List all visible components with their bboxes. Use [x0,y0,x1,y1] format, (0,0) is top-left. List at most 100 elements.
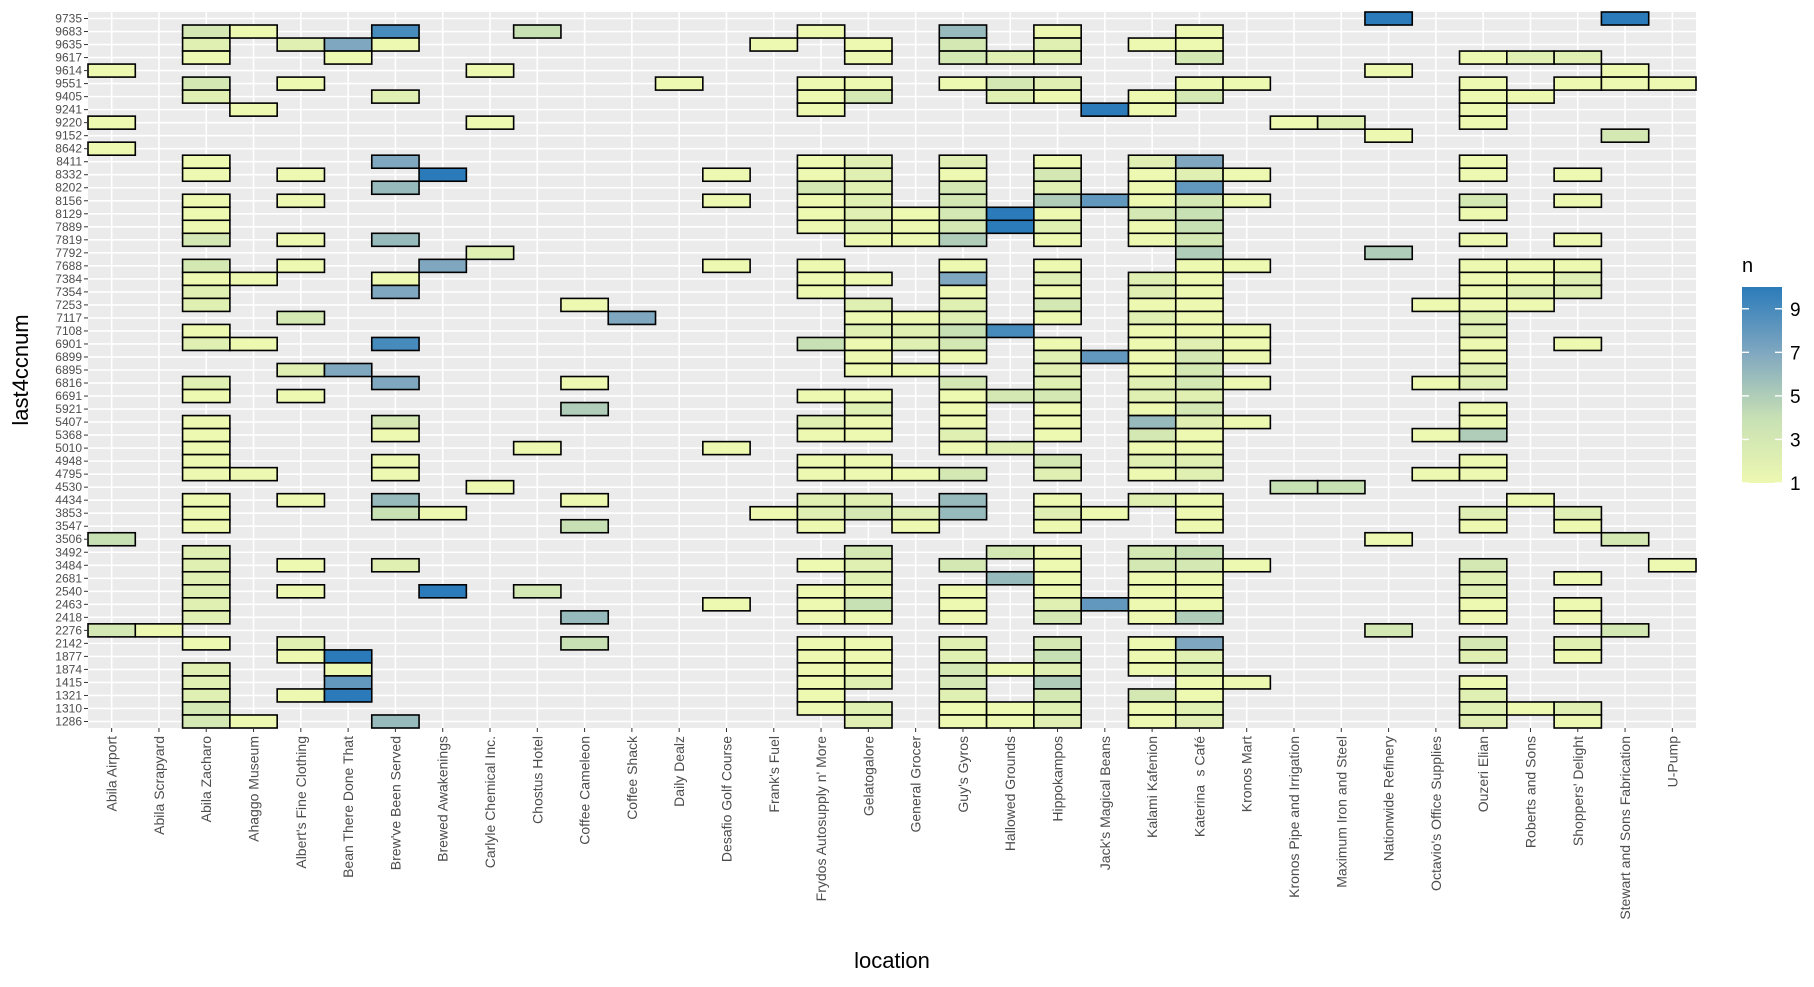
heatmap-tile [1458,505,1508,521]
heatmap-tile [796,453,846,469]
heatmap-tile [1174,232,1224,248]
heatmap-tile [1127,557,1177,573]
heatmap-tile [1033,636,1082,651]
heatmap-tile [938,610,988,625]
y-axis-title: last4ccnum [8,314,33,425]
heatmap-tile [1127,336,1177,352]
heatmap-tile [1127,310,1177,326]
heatmap-tile [1553,232,1603,248]
heatmap-tile [796,258,846,274]
heatmap-tile [560,610,610,625]
y-tick-label: 3484 [55,558,82,572]
heatmap-tile [1222,557,1272,573]
heatmap-tile [87,115,137,130]
heatmap-tile [796,284,846,300]
heatmap-tile [1364,245,1414,261]
heatmap-tile [1222,414,1272,430]
heatmap-tile [1600,531,1650,547]
x-tick-label: Coffee Cameleon [577,736,593,845]
heatmap-tile [938,636,988,651]
heatmap-tile [1127,701,1177,716]
heatmap-tile [87,141,137,157]
heatmap-tile [796,24,846,39]
heatmap-tile [1174,492,1224,508]
heatmap-tile [938,414,988,430]
heatmap-tile [1222,193,1272,209]
heatmap-tile [1458,557,1508,573]
heatmap-tile [418,167,468,183]
heatmap-tile [181,453,231,469]
heatmap-tile [512,440,562,456]
heatmap-tile [1127,89,1177,104]
heatmap-tile [276,167,326,183]
heatmap-tile [796,557,846,573]
heatmap-tile [1033,89,1082,104]
heatmap-tile [1127,453,1177,469]
y-tick-label: 9614 [55,64,82,78]
heatmap-tile [1080,349,1130,365]
heatmap-tile [276,636,326,651]
y-tick-label: 2142 [55,636,82,650]
y-tick-label: 1415 [55,675,82,689]
x-tick-label: Katerinas Café [1191,736,1207,837]
heatmap-tile [1506,271,1555,287]
heatmap-tile [1127,206,1177,222]
x-tick-label: Roberts and Sons [1522,736,1538,848]
heatmap-tile [843,206,893,222]
heatmap-tile [1553,570,1603,586]
heatmap-tile [276,688,326,703]
heatmap-tile [370,492,420,508]
heatmap-tile [181,50,231,65]
heatmap-tile [1127,102,1177,117]
heatmap-tile [1033,154,1082,170]
heatmap-tile [1222,336,1272,352]
y-tick-label: 9551 [55,77,82,91]
heatmap-tile [370,466,420,482]
y-tick-label: 8156 [55,194,82,208]
heatmap-tile [1033,675,1082,690]
heatmap-tile [1033,76,1082,91]
heatmap-tile [843,701,893,716]
heatmap-tile [418,505,468,521]
heatmap-tile [796,518,846,534]
heatmap-tile [1127,662,1177,677]
heatmap-tile [796,662,846,677]
heatmap-tile [1600,623,1650,638]
heatmap-tile [843,544,893,560]
heatmap-tile [1174,297,1224,313]
heatmap-tile [1033,167,1082,183]
heatmap-tile [1600,11,1650,26]
y-tick-label: 9735 [55,12,82,26]
y-tick-label: 7354 [55,285,82,299]
heatmap-tile [370,37,420,52]
y-tick-label: 1321 [55,688,82,702]
heatmap-tile [181,284,231,300]
heatmap-tile [1033,597,1082,612]
heatmap-tile [1364,63,1414,78]
heatmap-tile [276,76,326,91]
heatmap-tile [938,271,988,287]
heatmap-tile [1033,518,1082,534]
heatmap-tile [1553,518,1603,534]
y-tick-label: 7889 [55,220,82,234]
heatmap-tile [1127,349,1177,365]
heatmap-tile [1553,649,1603,664]
y-tick-label: 5010 [55,441,82,455]
heatmap-tile [843,323,893,339]
y-tick-label: 8332 [55,168,82,182]
heatmap-tile [181,37,231,52]
heatmap-tile [1033,583,1082,599]
heatmap-tile [1222,258,1272,274]
heatmap-tile [1080,102,1130,117]
heatmap-tile [1506,258,1555,274]
heatmap-tile [1174,597,1224,612]
heatmap-tile [1033,180,1082,196]
heatmap-tile [843,50,893,65]
heatmap-tile [370,505,420,521]
heatmap-tile [1033,284,1082,300]
heatmap-tile [1458,50,1508,65]
heatmap-tile [1553,50,1603,65]
heatmap-tile [1033,349,1082,365]
heatmap-tile [1364,128,1414,143]
heatmap-tile [323,675,373,690]
